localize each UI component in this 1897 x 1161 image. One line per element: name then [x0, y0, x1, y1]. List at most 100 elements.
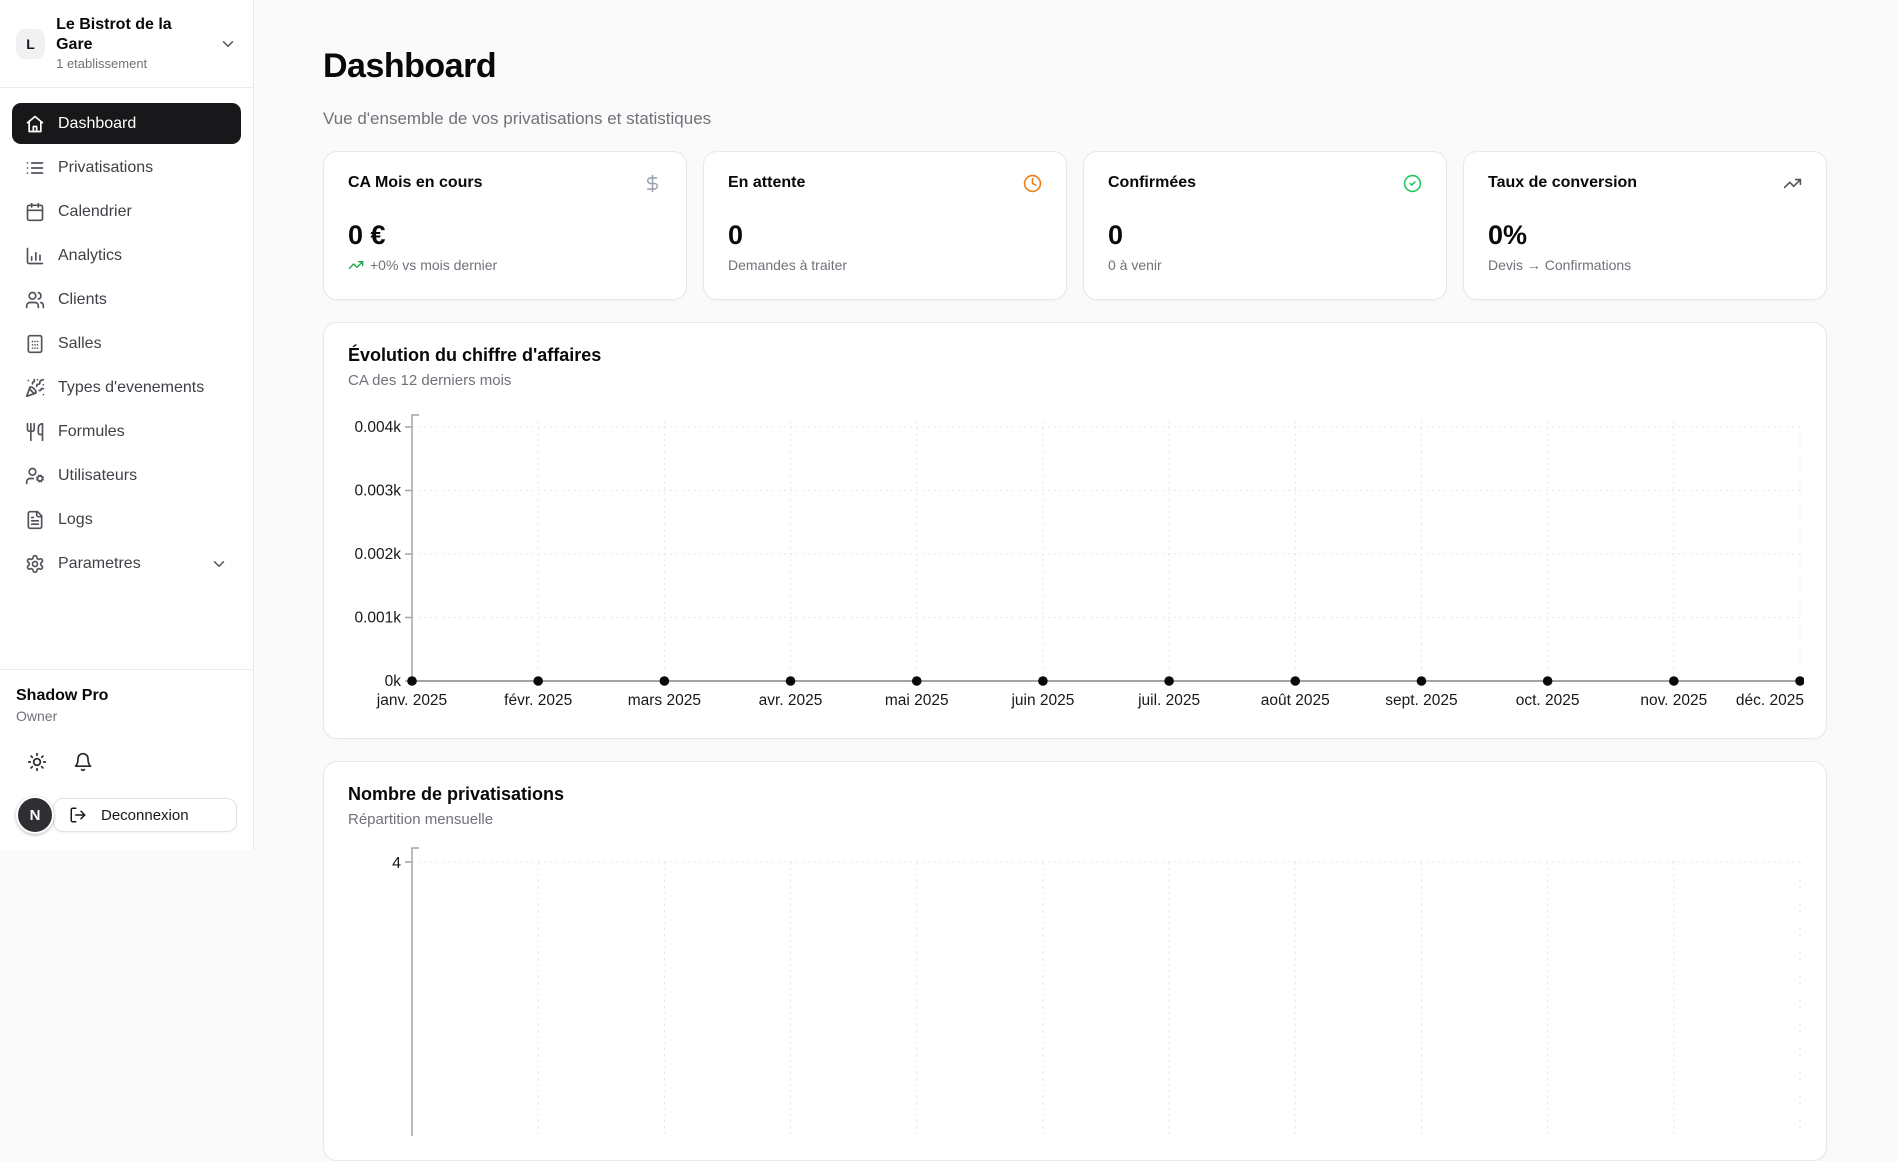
chart-subtitle: Répartition mensuelle [348, 810, 494, 828]
chart-subtitle: CA des 12 derniers mois [348, 371, 512, 389]
svg-text:0.002k: 0.002k [354, 546, 401, 563]
stat-footnote: +0% vs mois dernier [348, 257, 662, 273]
stat-title: CA Mois en cours [348, 174, 483, 192]
workspace-name: Le Bistrot de la Gare [56, 16, 172, 53]
privatisations-chart-card: Nombre de privatisations Répartition men… [323, 760, 1827, 1161]
sidebar-item-parametres[interactable]: Parametres [12, 543, 241, 584]
users-icon [25, 290, 45, 310]
stat-title: Confirmées [1108, 174, 1197, 192]
svg-text:déc. 2025: déc. 2025 [1736, 692, 1804, 709]
svg-text:juil. 2025: juil. 2025 [1137, 692, 1200, 709]
stats-row: CA Mois en cours 0 € +0% vs mois dernier… [323, 150, 1827, 300]
sidebar-item-utilisateurs[interactable]: Utilisateurs [12, 455, 241, 496]
user-role: Owner [16, 708, 58, 724]
sidebar-item-label: Salles [58, 334, 102, 352]
stat-title: Taux de conversion [1488, 174, 1638, 192]
bell-icon[interactable] [73, 752, 93, 772]
stat-card-confirmees: Confirmées 0 0 à venir [1083, 150, 1447, 300]
revenue-line-chart: 0k 0.001k 0.002k 0.003k 0.004k janv. 2025 févr… [354, 413, 1804, 709]
circle-check-icon [1403, 174, 1422, 193]
sidebar-item-label: Calendrier [58, 202, 132, 220]
svg-text:févr. 2025: févr. 2025 [504, 692, 572, 709]
workspace-meta: 1 etablissement [56, 56, 148, 71]
stat-value: 0 [728, 219, 744, 250]
svg-text:0k: 0k [385, 673, 402, 690]
chart-column-icon [25, 246, 45, 266]
settings-icon [25, 554, 45, 574]
chevron-down-icon [210, 555, 228, 573]
stat-footnote: 0 à venir [1108, 257, 1422, 273]
dollar-icon [643, 174, 662, 193]
stat-card-ca-mois: CA Mois en cours 0 € +0% vs mois dernier [323, 150, 687, 300]
party-popper-icon [25, 378, 45, 398]
stat-title: En attente [728, 174, 806, 192]
stat-footnote-text: Demandes à traiter [728, 256, 848, 273]
sidebar-item-label: Types d'evenements [58, 378, 205, 396]
svg-text:nov. 2025: nov. 2025 [1640, 692, 1707, 709]
chevron-down-icon[interactable] [219, 35, 237, 53]
sidebar: L Le Bistrot de la Gare 1 etablissement … [0, 0, 254, 850]
svg-text:0.003k: 0.003k [354, 482, 401, 499]
chart-title: Évolution du chiffre d'affaires [348, 344, 602, 365]
svg-text:0.004k: 0.004k [354, 419, 401, 436]
chart-title: Nombre de privatisations [348, 783, 565, 804]
log-out-icon [69, 806, 87, 824]
sidebar-item-label: Analytics [58, 246, 123, 264]
trending-up-icon [1783, 174, 1802, 193]
stat-footnote-text: Devis → Confirmations [1488, 256, 1632, 273]
svg-text:avr. 2025: avr. 2025 [759, 692, 823, 709]
svg-text:sept. 2025: sept. 2025 [1385, 692, 1457, 709]
sidebar-nav: Dashboard Privatisations Calendrier Anal… [0, 88, 253, 599]
user-name: Shadow Pro [16, 687, 109, 704]
svg-text:mai 2025: mai 2025 [885, 692, 949, 709]
stat-value: 0% [1488, 219, 1528, 250]
privatisations-bar-chart: 4 [392, 846, 1804, 1136]
stat-value: 0 [1108, 219, 1124, 250]
sidebar-item-label: Utilisateurs [58, 466, 138, 484]
logout-row: N Deconnexion [16, 796, 237, 834]
svg-text:janv. 2025: janv. 2025 [376, 692, 447, 709]
sidebar-item-calendrier[interactable]: Calendrier [12, 191, 241, 232]
svg-text:août 2025: août 2025 [1261, 692, 1330, 709]
sidebar-footer: Shadow Pro Owner N Deconnexion [0, 669, 253, 850]
home-icon [25, 114, 45, 134]
sidebar-item-label: Clients [58, 290, 107, 308]
sidebar-item-label: Dashboard [58, 114, 137, 132]
revenue-chart-card: Évolution du chiffre d'affaires CA des 1… [323, 321, 1827, 739]
sidebar-item-dashboard[interactable]: Dashboard [12, 103, 241, 145]
sidebar-item-clients[interactable]: Clients [12, 279, 241, 320]
workspace-avatar: L [16, 28, 46, 59]
logout-button[interactable]: Deconnexion [53, 798, 237, 832]
stat-card-en-attente: En attente 0 Demandes à traiter [703, 150, 1067, 300]
avatar[interactable]: N [16, 796, 54, 834]
workspace-info: Le Bistrot de la Gare 1 etablissement [56, 15, 208, 72]
file-text-icon [25, 510, 45, 530]
list-icon [25, 158, 45, 178]
calendar-icon [25, 202, 45, 222]
stat-footnote-text: 0 à venir [1108, 256, 1162, 273]
sidebar-item-logs[interactable]: Logs [12, 499, 241, 540]
workspace-switcher[interactable]: L Le Bistrot de la Gare 1 etablissement [0, 0, 253, 89]
svg-text:4: 4 [392, 855, 401, 872]
trending-up-icon [348, 257, 364, 273]
page-subtitle: Vue d'ensemble de vos privatisations et … [323, 108, 712, 128]
stat-footnote: Devis → Confirmations [1488, 257, 1802, 273]
sidebar-item-formules[interactable]: Formules [12, 411, 241, 452]
stat-footnote-text: +0% vs mois dernier [370, 256, 498, 273]
logout-label: Deconnexion [101, 806, 189, 824]
sun-icon[interactable] [27, 752, 47, 772]
sidebar-item-salles[interactable]: Salles [12, 323, 241, 364]
svg-text:oct. 2025: oct. 2025 [1516, 692, 1580, 709]
utensils-icon [25, 422, 45, 442]
svg-text:0.001k: 0.001k [354, 609, 401, 626]
sidebar-item-label: Formules [58, 422, 125, 440]
sidebar-item-label: Privatisations [58, 158, 154, 176]
page-title: Dashboard [323, 46, 497, 85]
stat-footnote: Demandes à traiter [728, 257, 1042, 273]
stat-card-taux-conversion: Taux de conversion 0% Devis → Confirmati… [1463, 150, 1827, 300]
sidebar-item-label: Logs [58, 510, 93, 528]
sidebar-item-types-evenements[interactable]: Types d'evenements [12, 367, 241, 408]
svg-text:mars 2025: mars 2025 [628, 692, 701, 709]
sidebar-item-privatisations[interactable]: Privatisations [12, 147, 241, 188]
sidebar-item-analytics[interactable]: Analytics [12, 235, 241, 276]
